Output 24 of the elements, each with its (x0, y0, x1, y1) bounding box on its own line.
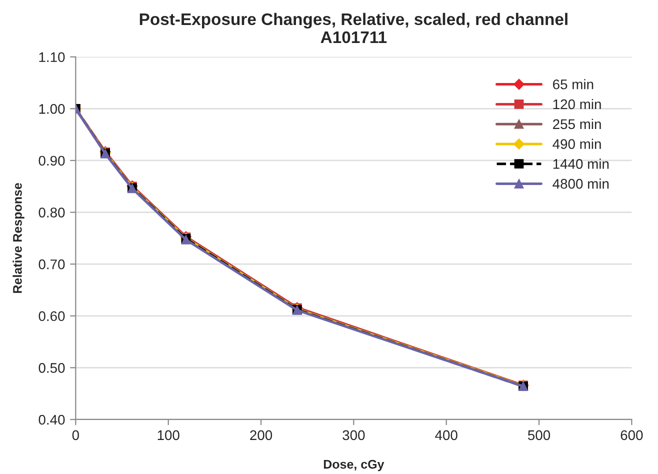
y-tick-label: 0.40 (38, 414, 65, 425)
y-tick-label: 0.90 (38, 156, 65, 166)
legend-label: 490 min (552, 138, 601, 149)
legend-label: 255 min (553, 118, 601, 130)
x-tick-label: 200 (250, 430, 272, 440)
y-tick-label: 1.00 (39, 104, 65, 114)
x-tick-label: 0 (72, 430, 79, 440)
legend-label: 120 min (553, 98, 601, 110)
legend-label: 1440 min (553, 158, 609, 169)
x-tick-label: 100 (158, 430, 180, 440)
y-axis-title: Relative Response (12, 183, 24, 293)
y-tick-label: 0.50 (38, 363, 65, 373)
legend-label: 4800 min (552, 178, 609, 189)
x-tick-label: 400 (435, 430, 458, 440)
x-tick-label: 300 (342, 430, 365, 440)
y-tick-label: 0.80 (38, 208, 65, 218)
chart-title: Post-Exposure Changes, Relative, scaled, red channel A101711 (140, 12, 568, 44)
x-tick-label: 500 (528, 430, 550, 440)
legend-label: 65 min (553, 79, 594, 90)
x-tick-label: 600 (620, 430, 643, 440)
y-tick-label: 1.10 (39, 52, 65, 62)
y-tick-label: 0.60 (38, 311, 65, 322)
y-tick-label: 0.70 (38, 259, 65, 270)
x-axis-title: Dose, cGy (324, 460, 384, 472)
